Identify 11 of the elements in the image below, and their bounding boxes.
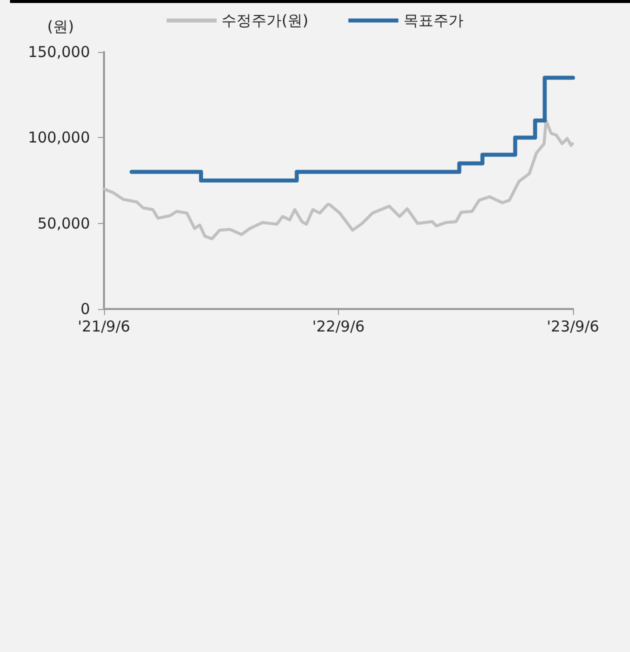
y-tick-label: 150,000 [28, 43, 90, 61]
y-tick-label: 100,000 [28, 128, 90, 147]
y-tick-label: 50,000 [38, 214, 90, 232]
x-tick-label: '23/9/6 [546, 318, 600, 336]
legend-label: 목표주가 [403, 12, 464, 30]
line-series [102, 119, 574, 240]
x-tick-label: '22/9/6 [312, 318, 365, 336]
legend-label: 수정주가(원) [222, 12, 308, 30]
y-tick-label: 0 [80, 300, 90, 318]
y-axis-title: (원) [47, 18, 74, 36]
x-tick-label: '21/9/6 [78, 318, 130, 336]
